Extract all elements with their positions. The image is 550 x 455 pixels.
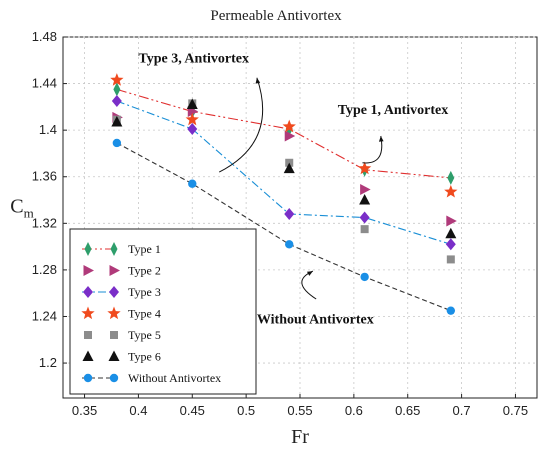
data-point-type-6 (283, 162, 295, 174)
legend-marker-type-5 (110, 331, 118, 339)
data-point-without-antivortex (360, 272, 369, 282)
legend-marker-type-5 (84, 331, 92, 339)
annotation-type3: Type 3, Antivortex (138, 52, 249, 67)
y-tick-label: 1.24 (32, 308, 57, 323)
data-point-type-6 (111, 116, 123, 127)
x-tick-label: 0.65 (395, 403, 420, 418)
data-point-without-antivortex (112, 138, 122, 148)
y-axis-title-sub: m (24, 206, 34, 221)
y-tick-label: 1.28 (32, 262, 57, 277)
y-axis-title: Cm (10, 196, 33, 221)
legend-label-type-2: Type 2 (128, 264, 161, 278)
data-point-type-3 (111, 95, 122, 108)
series-markers (110, 73, 458, 315)
data-point-type-5 (446, 255, 455, 264)
x-tick-label: 0.35 (72, 403, 97, 418)
data-point-type-3 (187, 122, 198, 135)
data-point-type-3 (359, 211, 370, 224)
y-axis-title-main: C (10, 196, 23, 218)
y-tick-label: 1.44 (32, 76, 57, 91)
data-point-type-2 (446, 215, 457, 227)
x-axis-title: Fr (291, 426, 309, 448)
annotation-arrowhead-type3 (255, 77, 261, 84)
data-point-without-antivortex (188, 179, 197, 188)
legend-marker-type-3 (109, 286, 119, 298)
data-point-type-4 (282, 119, 296, 133)
x-axis: 0.35 0.4 0.45 0.5 0.55 0.6 0.65 0.7 0.75 (72, 394, 528, 418)
data-point-type-4 (185, 112, 199, 126)
annotation-arrow-type1 (362, 135, 383, 164)
legend-label-type-1: Type 1 (128, 242, 161, 256)
data-point-type-2 (284, 130, 296, 142)
data-point-type-2 (360, 184, 371, 196)
legend-marker-type-1 (110, 242, 118, 256)
x-tick-label: 0.75 (503, 403, 528, 418)
legend-label-type-6: Type 6 (128, 350, 161, 364)
annotation-arrowhead-without (306, 271, 313, 276)
legend-marker-without-antivortex (109, 373, 119, 383)
legend-marker-type-4 (81, 306, 95, 320)
data-point-type-6 (359, 194, 371, 205)
data-point-type-6 (445, 227, 457, 239)
legend-marker-type-6 (82, 350, 94, 361)
x-tick-label: 0.55 (287, 403, 312, 418)
annotation-without: Without Antivortex (257, 312, 374, 327)
y-tick-label: 1.36 (32, 169, 57, 184)
x-tick-label: 0.6 (345, 403, 363, 418)
annotation-arrowhead-type1 (378, 135, 384, 142)
annotation-arrow-type3 (218, 77, 264, 173)
legend: Type 1 Type 2 Type 3 Type 4 Type 5 Type 6 With… (69, 228, 257, 395)
data-point-type-3 (284, 208, 295, 221)
legend-marker-type-1 (84, 242, 92, 256)
legend-box (69, 228, 257, 395)
y-axis: 1.2 1.24 1.28 1.32 1.36 1.4 1.44 1.48 (32, 29, 67, 370)
annotation-arrows (218, 77, 384, 300)
y-tick-label: 1.32 (32, 215, 57, 230)
y-tick-label: 1.4 (39, 122, 57, 137)
y-tick-label: 1.48 (32, 29, 57, 44)
legend-marker-without-antivortex (83, 373, 93, 383)
legend-label-without-antivortex: Without Antivortex (128, 371, 221, 385)
legend-label-type-3: Type 3 (128, 285, 161, 299)
data-point-without-antivortex (446, 306, 456, 315)
legend-label-type-5: Type 5 (128, 328, 161, 342)
data-point-type-4 (110, 73, 124, 86)
x-tick-label: 0.45 (180, 403, 205, 418)
annotation-type1: Type 1, Antivortex (338, 103, 449, 118)
legend-marker-type-3 (83, 286, 93, 298)
data-point-type-1 (447, 170, 455, 185)
data-point-type-3 (445, 238, 456, 251)
legend-marker-type-2 (109, 265, 120, 276)
legend-label-type-4: Type 4 (128, 307, 161, 321)
data-point-without-antivortex (285, 240, 294, 249)
data-point-type-6 (186, 98, 198, 110)
data-point-type-1 (113, 82, 121, 97)
series-line-type-1 (116, 88, 451, 179)
y-tick-label: 1.2 (39, 355, 57, 370)
annotations: Type 3, Antivortex Type 1, Antivortex Wi… (138, 52, 448, 328)
x-tick-label: 0.4 (129, 403, 147, 418)
data-point-type-5 (360, 225, 369, 234)
data-point-type-4 (444, 184, 458, 198)
legend-marker-type-6 (108, 350, 120, 361)
legend-marker-type-4 (107, 306, 121, 320)
chart-title: Permeable Antivortex (210, 8, 342, 24)
legend-marker-type-2 (83, 265, 94, 276)
data-point-type-4 (357, 161, 372, 175)
x-tick-label: 0.5 (237, 403, 255, 418)
x-tick-label: 0.7 (453, 403, 471, 418)
